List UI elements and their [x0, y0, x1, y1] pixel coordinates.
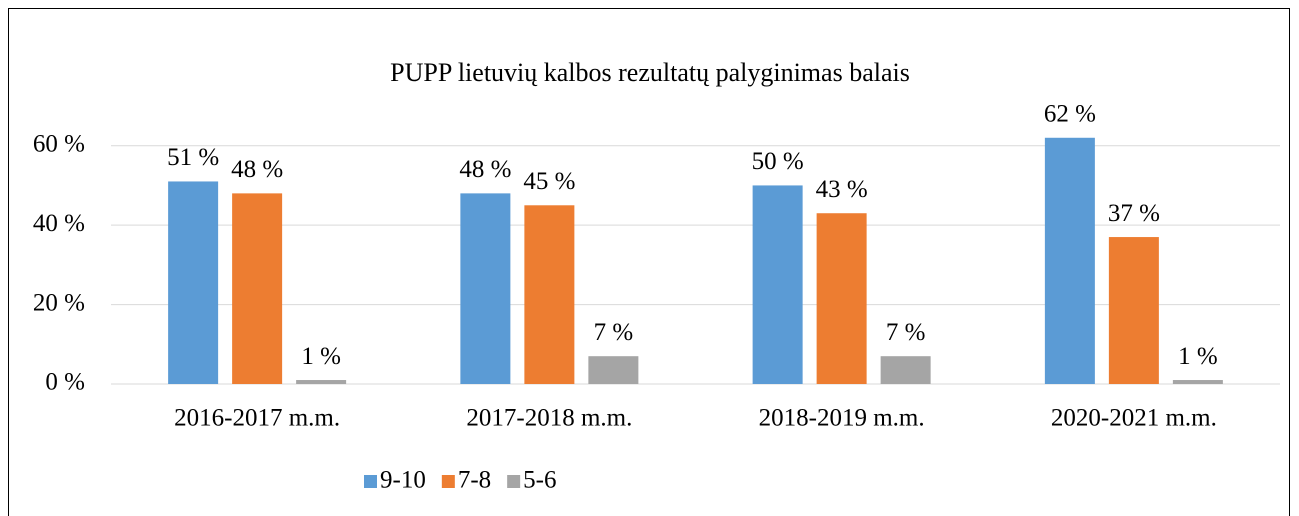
legend-label: 7-8	[458, 467, 491, 494]
bar	[752, 185, 803, 384]
y-tick-label: 20 %	[33, 289, 85, 316]
legend-swatch	[441, 475, 455, 488]
chart-title: PUPP lietuvių kalbos rezultatų palyginim…	[390, 58, 910, 87]
bar	[232, 193, 283, 384]
bar	[1044, 137, 1095, 384]
x-tick-label: 2018-2019 m.m.	[759, 405, 925, 432]
bar	[168, 181, 219, 384]
bar	[588, 356, 639, 384]
bar	[524, 205, 575, 384]
legend-swatch	[507, 475, 521, 488]
data-label: 62 %	[1044, 101, 1096, 128]
legend-label: 9-10	[380, 467, 426, 494]
data-label: 1 %	[1178, 343, 1218, 370]
bar	[460, 193, 511, 384]
bar	[880, 356, 931, 384]
data-label: 1 %	[301, 343, 341, 370]
bar	[816, 213, 867, 384]
data-label: 43 %	[816, 176, 868, 203]
y-tick-label: 40 %	[33, 210, 85, 237]
bar	[1172, 380, 1223, 384]
legend-label: 5-6	[523, 467, 556, 494]
data-label: 45 %	[523, 168, 575, 195]
data-label: 50 %	[752, 148, 804, 175]
y-tick-label: 0 %	[45, 369, 85, 396]
data-label: 7 %	[594, 319, 634, 346]
y-tick-label: 60 %	[33, 130, 85, 157]
x-tick-label: 2020-2021 m.m.	[1051, 405, 1217, 432]
bar	[1108, 237, 1159, 384]
legend-swatch	[364, 475, 377, 488]
x-tick-label: 2017-2018 m.m.	[466, 405, 632, 432]
data-label: 48 %	[459, 156, 511, 183]
x-tick-label: 2016-2017 m.m.	[174, 405, 340, 432]
data-label: 7 %	[886, 319, 926, 346]
data-label: 37 %	[1108, 200, 1160, 227]
data-label: 51 %	[167, 144, 219, 171]
bar	[296, 380, 347, 384]
data-label: 48 %	[231, 156, 283, 183]
